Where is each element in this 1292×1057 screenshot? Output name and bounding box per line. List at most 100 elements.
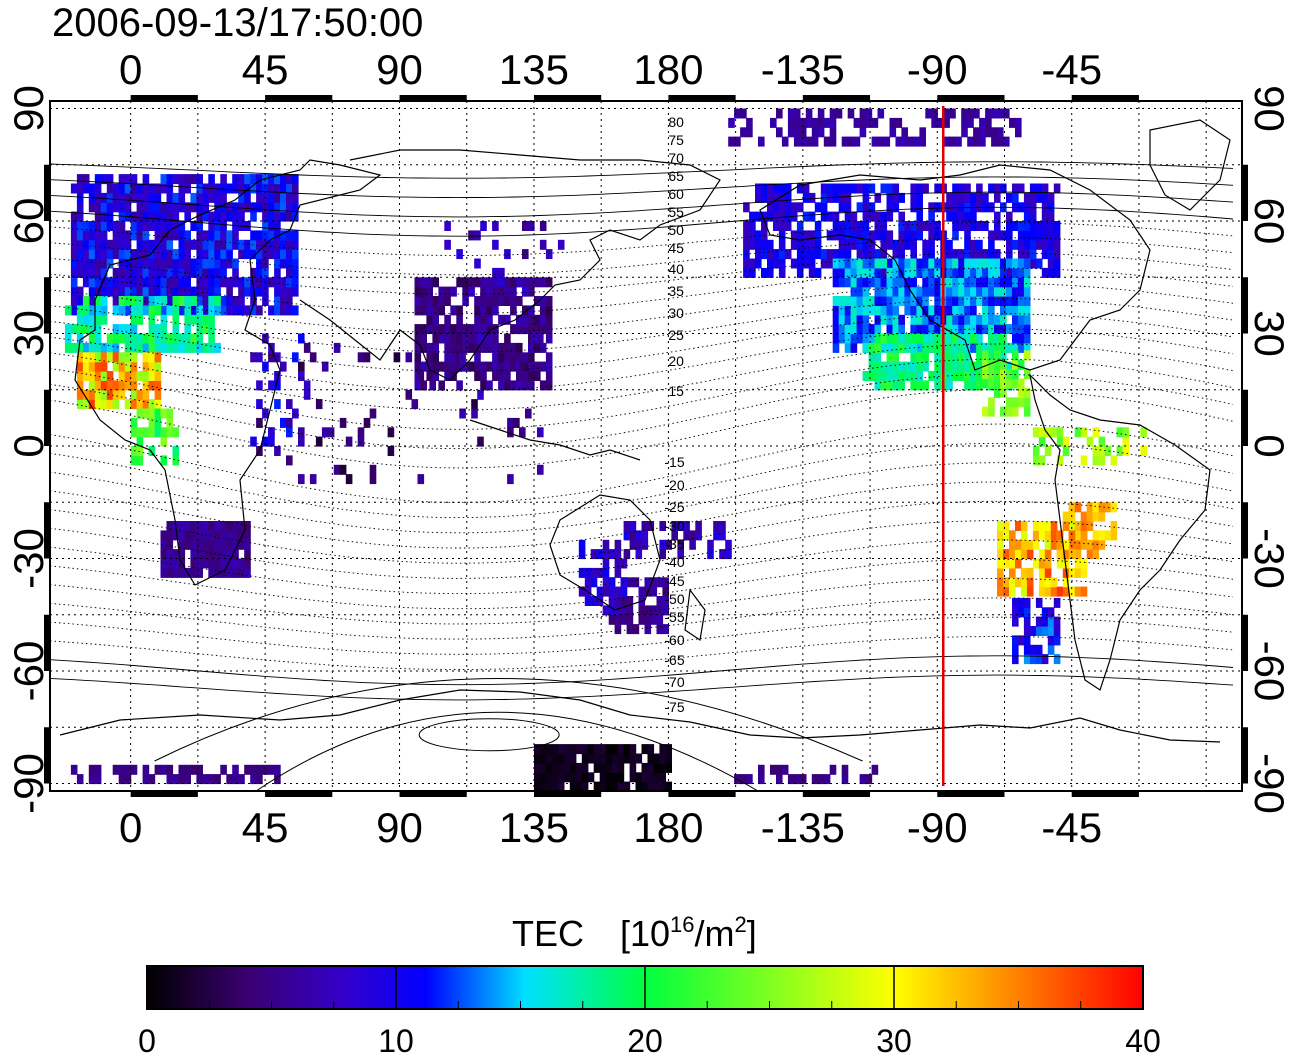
tec-cell — [826, 249, 834, 260]
tec-cell — [1098, 455, 1106, 466]
tec-cell — [280, 305, 287, 316]
tec-cell — [280, 286, 287, 297]
tec-cell — [70, 296, 78, 306]
tec-cell — [124, 352, 132, 363]
tec-cell — [1041, 267, 1049, 278]
tec-cell — [1047, 239, 1055, 250]
tec-cell — [1012, 333, 1019, 344]
tec-cell — [100, 239, 108, 250]
tec-cell — [778, 230, 786, 241]
tec-cell — [148, 408, 156, 419]
tec-cell — [778, 239, 786, 250]
tec-cell — [166, 427, 174, 438]
tec-cell — [958, 258, 965, 269]
tec-cell — [303, 380, 311, 391]
tec-cell — [498, 296, 505, 306]
tec-cell — [928, 249, 935, 260]
tec-cell — [880, 183, 888, 194]
tec-cell — [767, 192, 774, 203]
tec-cell — [955, 136, 962, 147]
tec-cell — [874, 296, 882, 306]
tec-cell — [838, 239, 846, 250]
tec-cell — [614, 539, 622, 550]
tec-cell — [584, 596, 592, 606]
tec-cell — [910, 183, 917, 194]
tec-cell — [599, 753, 607, 764]
tec-cell — [1006, 378, 1013, 389]
tec-cell — [755, 183, 762, 194]
tec-cell — [474, 352, 481, 363]
tec-cell — [934, 286, 941, 297]
tec-cell — [160, 286, 168, 297]
contour-label: 80 — [668, 114, 684, 130]
tec-cell — [545, 314, 553, 325]
tec-cell — [1038, 427, 1046, 438]
frame-tick-bottom — [668, 791, 736, 797]
tec-cell — [444, 361, 451, 372]
tec-cell — [124, 361, 132, 372]
tec-cell — [480, 277, 487, 288]
tec-cell — [492, 305, 499, 316]
tec-cell — [749, 221, 756, 231]
tec-cell — [1056, 455, 1064, 466]
tec-cell — [327, 427, 335, 438]
tec-cell — [856, 286, 864, 297]
tec-cell — [88, 774, 96, 785]
tec-cell — [190, 267, 197, 278]
tec-cell — [166, 183, 174, 194]
tec-cell — [292, 192, 299, 203]
tec-cell — [946, 192, 953, 203]
tec-cell — [793, 136, 801, 147]
tec-cell — [865, 108, 873, 119]
tec-cell — [1035, 616, 1043, 627]
tec-cell — [166, 539, 174, 550]
tec-cell — [148, 277, 156, 288]
magnetic-contour — [50, 161, 1234, 179]
tec-cell — [713, 521, 720, 531]
tec-cell — [513, 417, 520, 428]
tec-cell — [1017, 342, 1025, 353]
tec-cell — [886, 314, 894, 325]
tec-cell — [1074, 567, 1082, 578]
tec-cell — [280, 296, 287, 306]
tec-cell — [904, 361, 911, 372]
tec-cell — [773, 249, 780, 260]
tec-cell — [889, 127, 897, 138]
tec-cell — [492, 286, 499, 297]
tec-cell — [196, 202, 203, 213]
tec-cell — [292, 174, 299, 185]
tec-cell — [820, 258, 828, 269]
tec-cell — [450, 342, 457, 353]
tec-cell — [244, 286, 251, 297]
tec-cell — [528, 352, 535, 363]
tec-cell — [76, 774, 84, 785]
tec-cell — [112, 230, 120, 241]
tec-cell — [898, 239, 905, 250]
tec-cell — [1015, 549, 1022, 560]
tec-cell — [557, 781, 565, 791]
tec-cell — [581, 781, 589, 791]
tec-cell — [456, 277, 463, 288]
tec-cell — [608, 605, 616, 616]
tec-cell — [148, 380, 156, 391]
tec-cell — [76, 361, 84, 372]
tec-cell — [635, 772, 643, 783]
tec-cell — [214, 521, 221, 531]
tec-cell — [166, 267, 174, 278]
tec-cell — [232, 258, 239, 269]
tec-cell — [118, 286, 126, 297]
tec-cell — [916, 202, 923, 213]
tec-cell — [1006, 230, 1013, 241]
tec-cell — [659, 753, 666, 764]
tec-cell — [178, 202, 186, 213]
tec-cell — [587, 744, 595, 755]
tec-cell — [1098, 511, 1106, 522]
tec-cell — [178, 286, 186, 297]
tec-cell — [1023, 644, 1031, 655]
tec-cell — [184, 211, 191, 222]
tec-cell — [142, 774, 150, 785]
tec-cell — [534, 762, 541, 773]
tec-cell — [958, 371, 965, 381]
tec-cell — [70, 267, 78, 278]
tec-cell — [964, 239, 971, 250]
